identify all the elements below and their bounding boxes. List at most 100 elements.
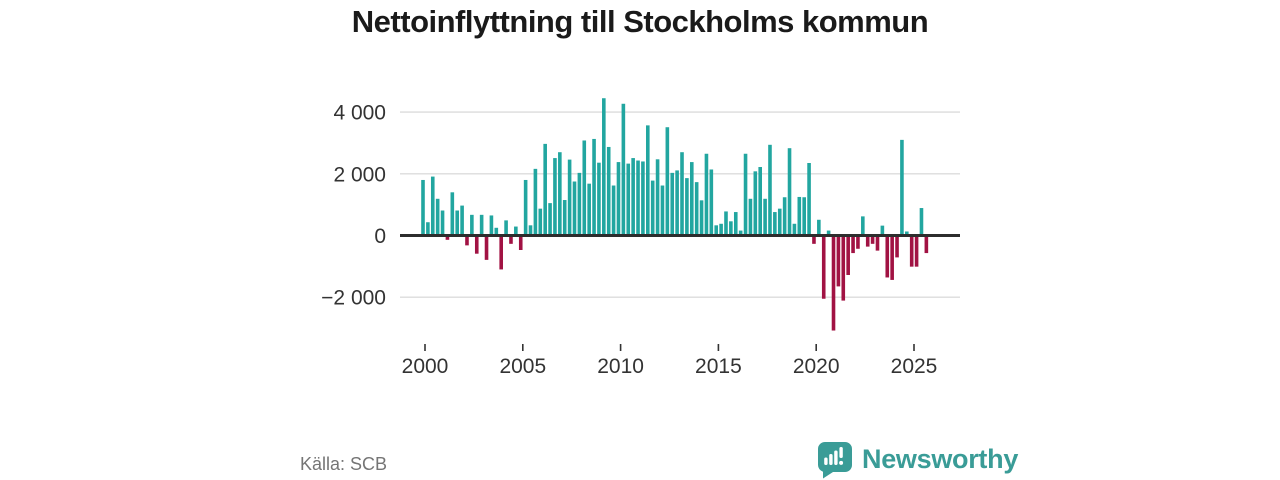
- bar-2024-Q3: [900, 139, 904, 236]
- bar-2014-Q3: [704, 153, 709, 236]
- y-tick-label: 4 000: [333, 102, 386, 125]
- bar-2010-Q3: [626, 163, 631, 236]
- newsworthy-speech-bubble-chart-icon: [818, 442, 852, 479]
- bar-2019-Q1: [792, 223, 797, 236]
- bar-2011-Q3: [646, 125, 650, 236]
- bar-2015-Q3: [724, 211, 728, 236]
- bar-2020-Q3: [821, 235, 826, 299]
- bar-2004-Q1: [499, 235, 503, 270]
- bar-2021-Q1: [831, 235, 836, 331]
- bar-2009-Q4: [611, 185, 616, 236]
- bar-2004-Q4: [514, 226, 518, 236]
- bar-2001-Q4: [455, 210, 460, 236]
- bar-2016-Q2: [738, 230, 743, 236]
- bar-2002-Q3: [470, 214, 474, 236]
- bar-2000-Q3: [430, 176, 435, 236]
- bar-2007-Q4: [572, 181, 577, 236]
- bar-2005-Q2: [523, 179, 528, 236]
- bar-2010-Q2: [621, 103, 626, 236]
- y-tick-label: 0: [374, 225, 386, 248]
- x-tick-label-2005: 2005: [499, 355, 546, 378]
- bar-2003-Q2: [484, 235, 489, 260]
- bar-2021-Q2: [836, 235, 841, 287]
- bar-2025-Q2: [914, 235, 919, 267]
- bar-2008-Q3: [587, 183, 591, 236]
- bar-2005-Q1: [518, 235, 523, 250]
- bar-2013-Q4: [689, 162, 694, 236]
- bar-2016-Q3: [743, 153, 748, 236]
- bar-2022-Q1: [851, 235, 855, 254]
- bar-2010-Q1: [616, 162, 621, 236]
- x-tick-label-2000: 2000: [402, 355, 449, 378]
- bar-2020-Q2: [817, 219, 821, 236]
- bar-2011-Q4: [650, 180, 655, 236]
- bar-2013-Q3: [685, 178, 689, 236]
- bar-2024-Q4: [905, 231, 909, 236]
- x-tick-label-2020: 2020: [793, 355, 840, 378]
- bar-2019-Q3: [802, 197, 806, 236]
- bar-2018-Q4: [787, 148, 792, 236]
- newsworthy-logo[interactable]: Newsworthy: [816, 440, 1018, 479]
- bar-2023-Q4: [885, 235, 890, 278]
- bar-2001-Q3: [450, 192, 455, 236]
- bar-2019-Q4: [807, 163, 811, 236]
- bar-2018-Q2: [777, 208, 782, 236]
- bar-2010-Q4: [631, 158, 635, 236]
- bar-2000-Q2: [426, 222, 430, 236]
- source-label: Källa: SCB: [300, 454, 388, 474]
- bar-2000-Q4: [435, 198, 440, 236]
- bar-2018-Q1: [773, 212, 777, 236]
- bar-2017-Q2: [758, 167, 762, 236]
- bar-2023-Q2: [875, 235, 880, 251]
- bar-2006-Q2: [543, 143, 547, 236]
- x-tick-label-2025: 2025: [891, 355, 938, 378]
- bar-2022-Q2: [856, 235, 860, 249]
- bar-2012-Q4: [670, 172, 675, 236]
- bar-2009-Q3: [606, 146, 611, 236]
- bar-2002-Q4: [474, 235, 479, 254]
- bar-2001-Q2: [445, 235, 450, 240]
- bar-2012-Q1: [655, 159, 660, 236]
- bar-2023-Q3: [880, 225, 885, 236]
- x-tick-label-2015: 2015: [695, 355, 742, 378]
- bar-2003-Q4: [494, 227, 499, 236]
- bar-2017-Q3: [763, 198, 767, 236]
- bar-2015-Q2: [719, 223, 723, 236]
- bar-2018-Q3: [782, 197, 787, 236]
- bar-2006-Q1: [538, 208, 543, 236]
- bar-2015-Q4: [729, 221, 733, 236]
- bar-2009-Q2: [602, 98, 606, 236]
- bar-2000-Q1: [421, 179, 425, 236]
- bar-2012-Q2: [660, 185, 665, 236]
- bar-2024-Q2: [895, 235, 899, 258]
- bar-2007-Q2: [562, 200, 567, 236]
- bar-2003-Q3: [489, 215, 494, 236]
- chart-title: Nettoinflyttning till Stockholms kommun: [351, 4, 929, 39]
- y-tick-label: −2 000: [321, 287, 386, 310]
- bar-2016-Q4: [748, 198, 753, 236]
- bar-2022-Q3: [861, 216, 865, 236]
- bar-2021-Q4: [846, 235, 850, 275]
- bar-2007-Q1: [558, 152, 562, 236]
- bar-2007-Q3: [567, 159, 572, 236]
- bar-2014-Q2: [699, 200, 704, 236]
- bar-2012-Q3: [665, 127, 670, 236]
- bar-2025-Q3: [919, 208, 924, 236]
- bar-2006-Q3: [548, 203, 552, 236]
- bar-2001-Q1: [440, 210, 445, 236]
- bar-2009-Q1: [597, 162, 601, 236]
- bar-2022-Q4: [865, 235, 870, 247]
- bar-2008-Q4: [592, 138, 596, 236]
- bar-2008-Q1: [577, 172, 582, 236]
- bar-2014-Q4: [709, 169, 714, 236]
- bar-2004-Q2: [504, 220, 508, 236]
- bar-2013-Q1: [675, 170, 679, 236]
- y-tick-label: 2 000: [333, 163, 386, 186]
- bar-2020-Q4: [826, 230, 831, 236]
- bar-2002-Q1: [460, 205, 464, 236]
- bar-2017-Q1: [753, 171, 758, 236]
- bar-2025-Q4: [924, 235, 929, 254]
- x-tick-label-2010: 2010: [597, 355, 644, 378]
- bar-2004-Q3: [509, 235, 513, 244]
